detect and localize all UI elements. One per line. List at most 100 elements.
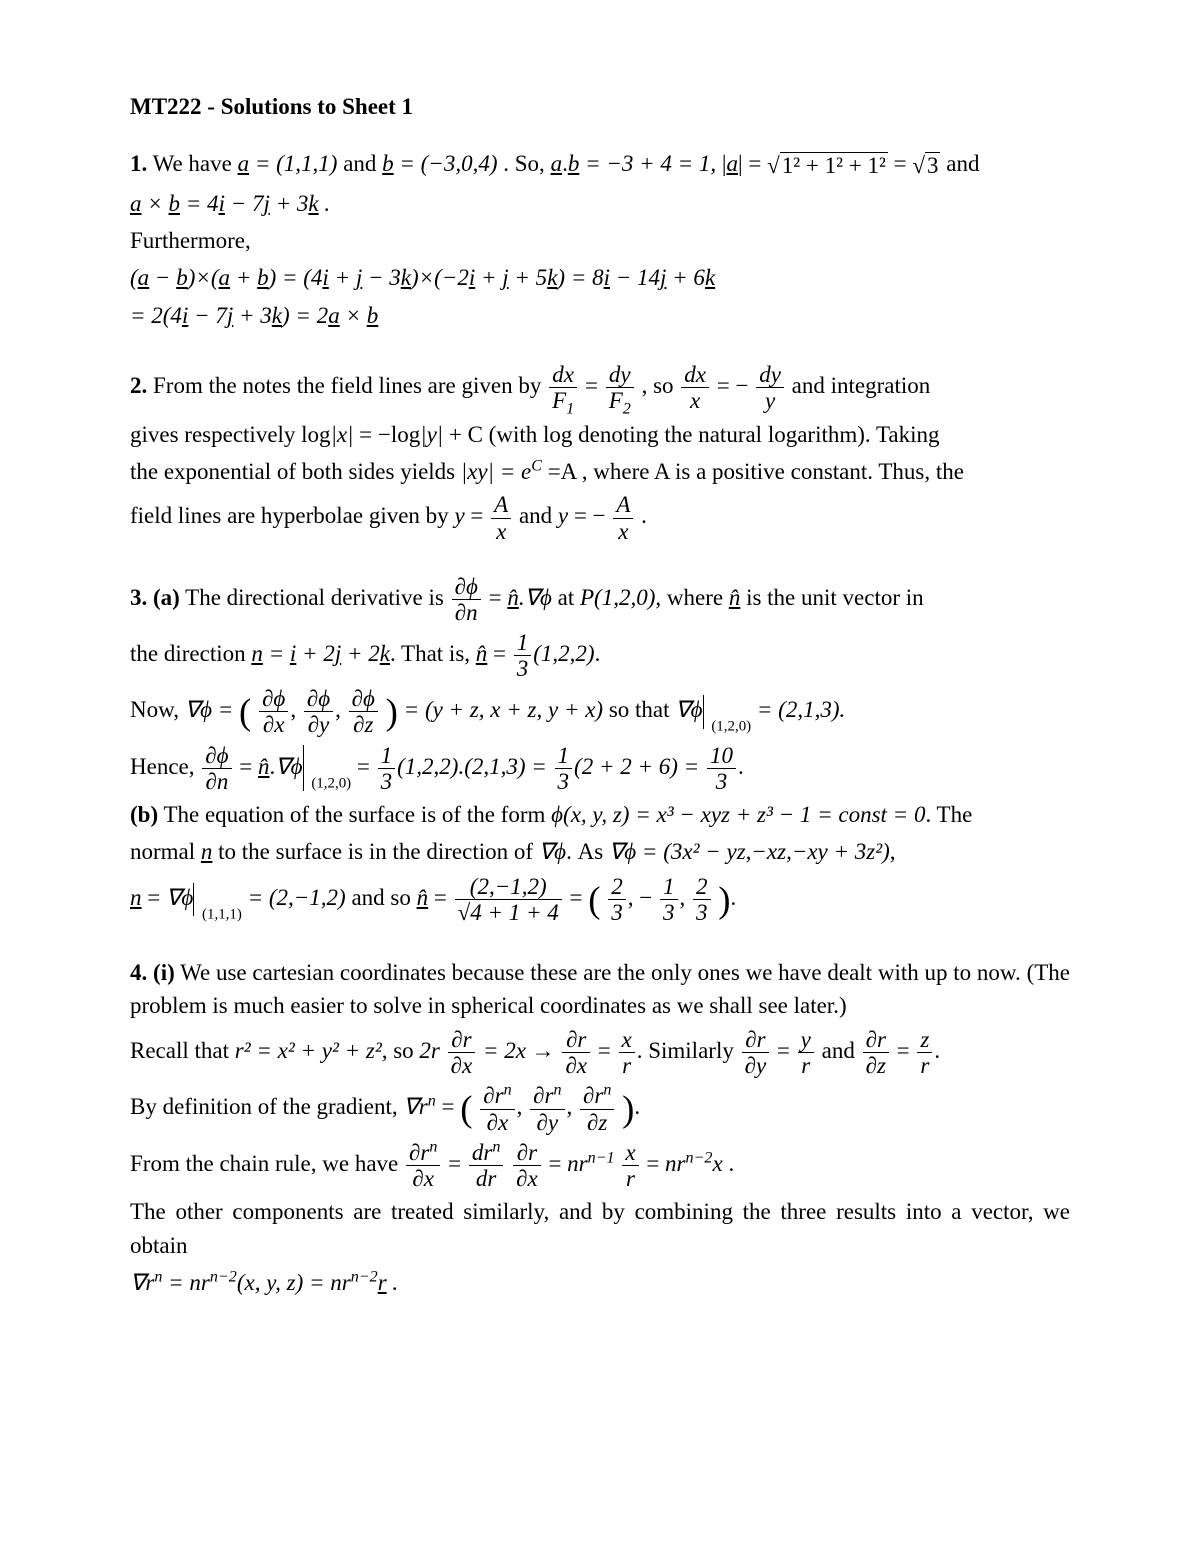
fraction: ∂r∂y — [742, 1027, 770, 1079]
fraction: yr — [798, 1027, 814, 1079]
grad-phi: ∇ϕ = — [185, 697, 239, 722]
vector-a: a — [238, 151, 250, 176]
fraction: zr — [917, 1027, 932, 1079]
text: and — [946, 151, 979, 176]
part-b: (b) — [130, 802, 158, 827]
problem-3: 3. (a) The directional derivative is ∂ϕ∂… — [130, 574, 1070, 926]
grad-phi: ∇ϕ — [275, 754, 302, 779]
unit-j: j — [263, 191, 269, 216]
text: gives respectively log — [130, 422, 331, 447]
page-title: MT222 - Solutions to Sheet 1 — [130, 90, 1070, 123]
fraction: ∂rn∂x — [480, 1083, 514, 1135]
text: . So, — [503, 151, 550, 176]
fraction: xr — [622, 1140, 638, 1192]
text: . — [731, 885, 737, 910]
text: nr — [665, 1151, 685, 1176]
paren-icon: ( — [460, 1088, 472, 1129]
text: We use cartesian coordinates because the… — [130, 960, 1070, 1018]
text: From the chain rule, we have — [130, 1151, 404, 1176]
fraction: dyF2 — [606, 362, 634, 414]
text: x — [712, 1151, 722, 1176]
text: at — [558, 585, 580, 610]
fraction: dxF1 — [549, 362, 577, 414]
text: Hence, — [130, 754, 200, 779]
text: and — [822, 1038, 861, 1063]
problem-number: 2. — [130, 373, 147, 398]
text: = (y + z, x + z, y + x) — [404, 697, 603, 722]
eval-point: (1,1,1) — [202, 906, 242, 922]
sqrt-icon: √1² + 1² + 1² — [767, 149, 888, 182]
vector-a: a — [551, 151, 563, 176]
equation: ∇ϕ = (3x² − yz,−xz,−xy + 3z²) — [609, 839, 890, 864]
abs-x: |x| — [331, 422, 354, 447]
text: .∇ϕ — [519, 585, 552, 610]
vector-a: a — [727, 151, 739, 176]
text: the direction — [130, 641, 251, 666]
text: = −log — [353, 422, 420, 447]
vector-n: n — [251, 641, 263, 666]
text: From the notes the field lines are given… — [153, 373, 547, 398]
text: . — [634, 1094, 640, 1119]
text: | — [738, 151, 743, 176]
text: is the unit vector in — [740, 585, 923, 610]
minus: − — [639, 885, 652, 910]
exponent: C — [531, 457, 542, 474]
fraction: ∂r∂z — [863, 1027, 889, 1079]
problem-number: 4. — [130, 960, 147, 985]
text: , so — [642, 373, 680, 398]
text: The other components are treated similar… — [130, 1195, 1070, 1262]
text: , where — [655, 585, 728, 610]
exponent: n−2 — [686, 1149, 713, 1166]
part-a: (a) — [153, 585, 180, 610]
fraction: 13 — [555, 743, 573, 795]
text: and — [343, 151, 382, 176]
fraction: Ax — [613, 492, 633, 544]
text: to the surface is in the direction of — [218, 839, 539, 864]
grad-phi: ∇ϕ — [166, 885, 193, 910]
text: . — [641, 503, 647, 528]
text: = e — [494, 459, 531, 484]
vector-n: n — [201, 839, 213, 864]
text: Now, — [130, 697, 185, 722]
text: The directional derivative is — [185, 585, 449, 610]
problem-1: 1. We have a = (1,1,1) and b = (−3,0,4) … — [130, 147, 1070, 332]
vector-b: b — [568, 151, 580, 176]
vector-b: b — [169, 191, 181, 216]
fraction: dyy — [756, 362, 784, 414]
fraction: ∂ϕ∂n — [202, 743, 231, 795]
n-hat: n̂ — [729, 585, 741, 610]
n-hat: n̂ — [258, 754, 270, 779]
text: field lines are hyperbolae given by — [130, 503, 454, 528]
paren-icon: ( — [588, 879, 600, 920]
fraction: ∂rn∂x — [406, 1140, 440, 1192]
text: We have — [153, 151, 238, 176]
text: and so — [351, 885, 416, 910]
fraction: ∂r∂x — [448, 1027, 476, 1079]
text: . Similarly — [637, 1038, 740, 1063]
text: = (2,1,3). — [757, 697, 845, 722]
radicand: 3 — [925, 152, 941, 178]
text: = (−3,0,4) — [399, 151, 497, 176]
equation: ϕ(x, y, z) = x³ − xyz + z³ − 1 = const =… — [551, 802, 925, 827]
fraction: 13 — [378, 743, 396, 795]
text: =A , where A is a positive constant. Thu… — [542, 459, 964, 484]
vector-b: b — [382, 151, 394, 176]
fraction: 23 — [608, 874, 626, 926]
text: 2r — [419, 1038, 439, 1063]
radicand: 4 + 1 + 4 — [470, 899, 559, 925]
minus: − — [593, 503, 606, 528]
text: . That is, — [390, 641, 476, 666]
sqrt-icon: √ — [458, 900, 471, 925]
problem-number: 1. — [130, 151, 147, 176]
fraction: ∂ϕ∂z — [349, 686, 378, 738]
paren-icon: ( — [239, 691, 251, 732]
text: . — [595, 641, 601, 666]
n-hat: n̂ — [417, 885, 429, 910]
unit-k: k — [308, 191, 318, 216]
fraction: 23 — [693, 874, 711, 926]
eval-point: (1,2,0) — [711, 719, 751, 735]
part-i: (i) — [153, 960, 175, 985]
text: (2 + 2 + 6) = — [574, 754, 705, 779]
exponent: n−1 — [588, 1149, 615, 1166]
text: and integration — [792, 373, 931, 398]
